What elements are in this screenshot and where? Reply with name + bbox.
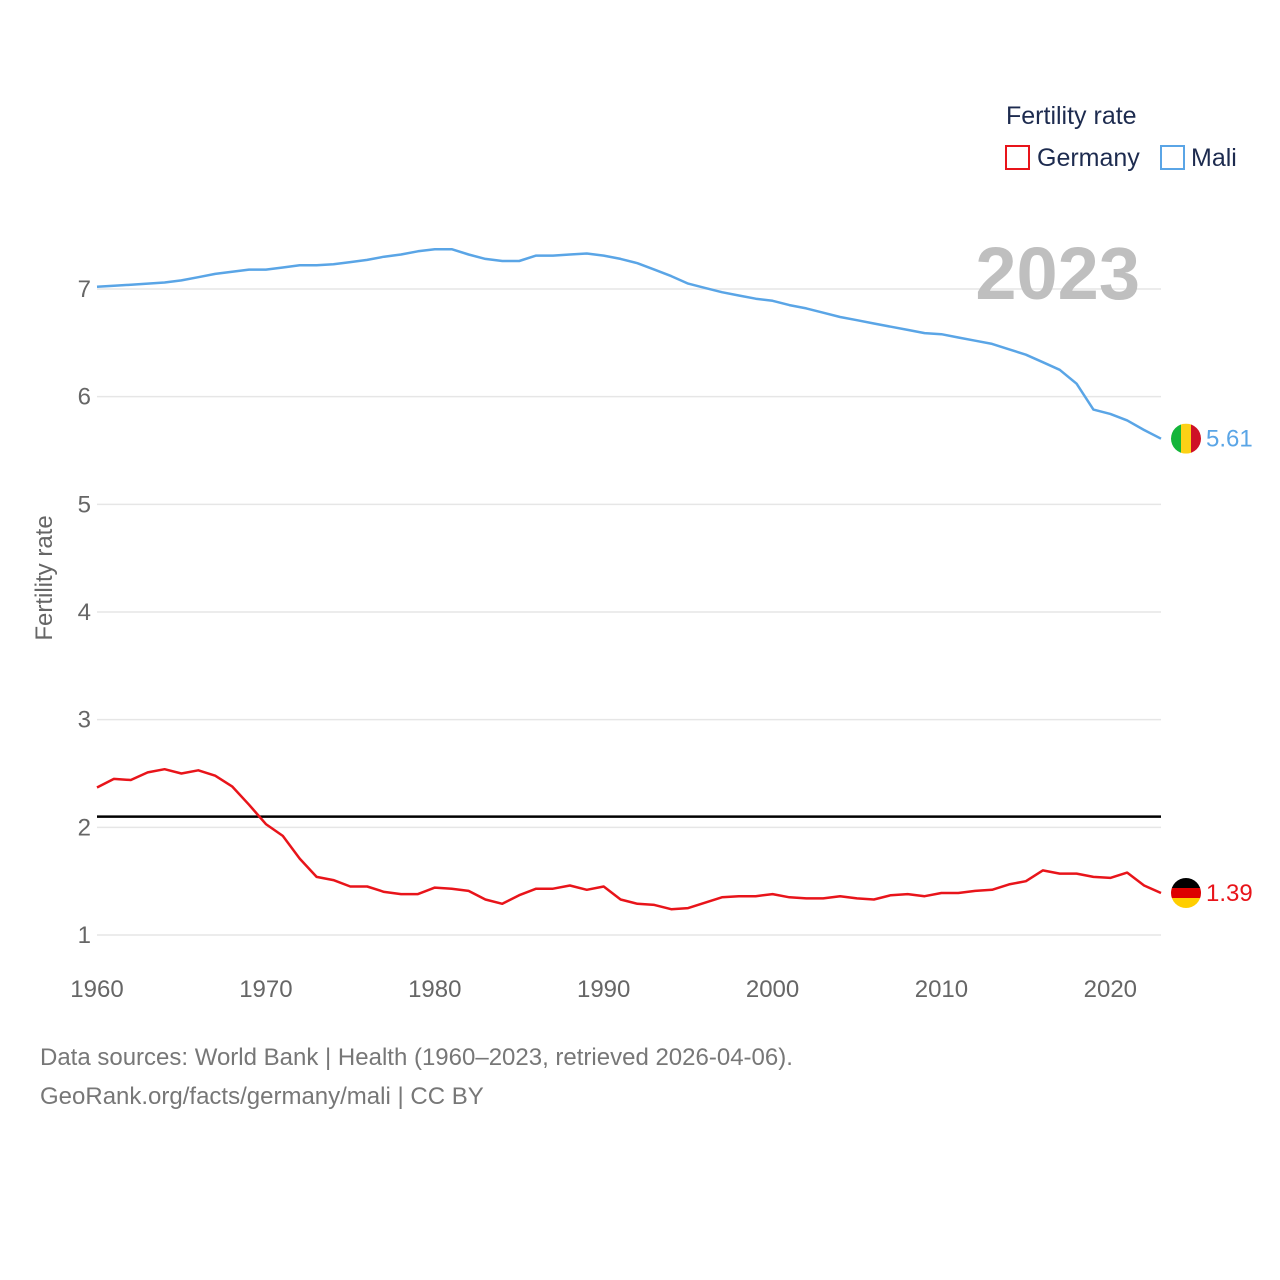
x-tick-label: 2000 xyxy=(746,976,799,1003)
legend-label-mali: Mali xyxy=(1191,144,1237,172)
y-tick-label: 1 xyxy=(78,922,91,949)
series-line-germany xyxy=(96,767,1162,911)
germany-flag-icon xyxy=(1171,878,1201,909)
x-tick-label: 2020 xyxy=(1084,976,1137,1003)
series-line-mali xyxy=(96,247,1162,440)
end-value-label-mali: 5.61 xyxy=(1206,426,1253,453)
series-lines xyxy=(96,247,1162,911)
x-tick-label: 1990 xyxy=(577,976,630,1003)
end-markers: 1.39 5.61 xyxy=(1171,423,1253,909)
y-tick-label: 3 xyxy=(78,707,91,734)
y-tick-label: 5 xyxy=(78,491,91,518)
data-source-note: Data sources: World Bank | Health (1960–… xyxy=(40,1044,793,1071)
x-tick-label: 1980 xyxy=(408,976,461,1003)
end-value-label-germany: 1.39 xyxy=(1206,880,1253,907)
year-label: 2023 xyxy=(975,232,1140,315)
y-tick-label: 4 xyxy=(78,599,91,626)
legend: Fertility rate Germany Mali xyxy=(1005,102,1237,172)
legend-item-germany[interactable]: Germany xyxy=(1005,144,1140,172)
mali-flag-icon xyxy=(1171,423,1201,454)
y-axis-title: Fertility rate xyxy=(31,515,58,640)
x-tick-label: 1970 xyxy=(239,976,292,1003)
y-tick-label: 7 xyxy=(78,276,91,303)
x-tick-label: 2010 xyxy=(915,976,968,1003)
legend-swatch-germany xyxy=(1005,145,1030,170)
y-axis-ticks: 1 2 3 4 5 6 7 xyxy=(78,276,91,949)
y-tick-label: 6 xyxy=(78,384,91,411)
grid-lines xyxy=(97,288,1161,936)
legend-label-germany: Germany xyxy=(1037,144,1140,172)
x-tick-label: 1960 xyxy=(70,976,123,1003)
y-tick-label: 2 xyxy=(78,814,91,841)
line-chart: 1 2 3 4 5 6 7 1960 1970 1980 1990 2000 2010 2020 Fer… xyxy=(31,102,1253,1003)
legend-title: Fertility rate xyxy=(1006,102,1137,130)
legend-swatch-mali xyxy=(1160,145,1185,170)
attribution-note: GeoRank.org/facts/germany/mali | CC BY xyxy=(40,1083,484,1110)
x-axis-ticks: 1960 1970 1980 1990 2000 2010 2020 xyxy=(70,976,1137,1003)
legend-item-mali[interactable]: Mali xyxy=(1160,144,1237,172)
